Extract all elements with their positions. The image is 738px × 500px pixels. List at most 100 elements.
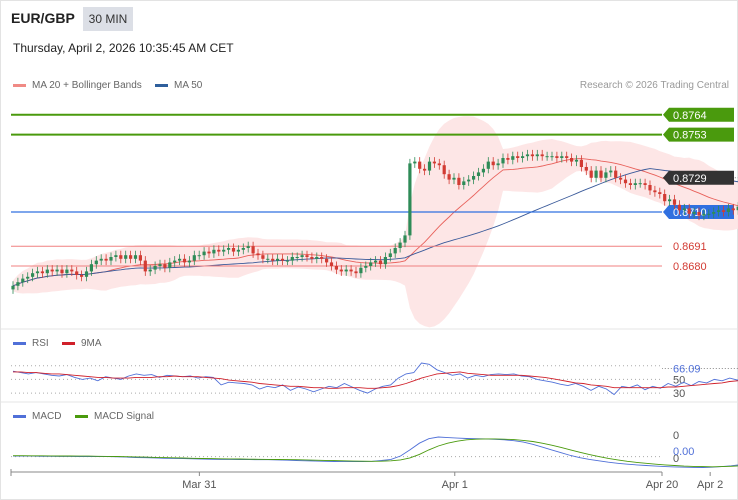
candle-body: [731, 208, 735, 211]
rsi-ma-line: [13, 371, 738, 389]
x-tick-label: Mar 31: [182, 479, 216, 491]
candle-body: [687, 208, 691, 214]
candle-body: [104, 258, 108, 261]
rsi-line: [12, 362, 738, 396]
candle-body: [94, 260, 98, 265]
candle-body: [138, 255, 142, 261]
macd-axis-label: 0: [673, 430, 679, 442]
timeframe-badge[interactable]: 30 MIN: [83, 7, 133, 31]
candle-body: [614, 170, 618, 178]
rsi-ma-swatch: [62, 342, 75, 345]
legend-macd-label: MACD: [32, 411, 62, 422]
candle-body: [496, 163, 500, 166]
candle-body: [633, 183, 637, 185]
candle-body: [251, 246, 255, 254]
candle-body: [692, 212, 696, 214]
candle-body: [609, 170, 613, 173]
candle-body: [555, 156, 559, 158]
candle-body: [114, 255, 118, 257]
candle-body: [168, 262, 172, 268]
candle-body: [408, 163, 412, 236]
candle-body: [315, 257, 319, 259]
candle-body: [153, 266, 157, 270]
candle-body: [418, 161, 422, 169]
bollinger-band: [13, 116, 738, 328]
candle-body: [658, 192, 662, 194]
candle-body: [427, 161, 432, 171]
ma50-swatch: [155, 84, 168, 87]
legend-ma50: MA 50: [155, 80, 202, 91]
candle-body: [60, 269, 64, 274]
candle-body: [143, 260, 147, 272]
candle-body: [50, 269, 54, 272]
candle-body: [462, 181, 466, 185]
candle-body: [707, 213, 711, 215]
candle-body: [285, 260, 289, 262]
candle-body: [672, 199, 677, 205]
minor-level-label: 0.8691: [673, 241, 707, 253]
x-tick-label: Apr 20: [646, 479, 678, 491]
legend-ma50-label: MA 50: [174, 80, 203, 91]
current-price-tag: [663, 170, 734, 185]
candle-body: [535, 154, 539, 157]
candle-body: [423, 168, 427, 171]
candle-body: [501, 158, 505, 164]
candle-body: [442, 165, 446, 175]
candle-body: [437, 163, 441, 166]
candle-body: [521, 156, 525, 158]
candle-body: [334, 266, 338, 270]
candle-body: [325, 258, 329, 263]
candle-body: [310, 257, 314, 259]
candle-body: [628, 183, 632, 185]
candle-body: [212, 249, 216, 254]
candle-body: [236, 249, 240, 252]
candle-body: [388, 253, 392, 257]
rsi-level-label: 50: [673, 374, 685, 386]
rsi-level-label: 30: [673, 388, 685, 400]
candle-body: [84, 271, 89, 277]
symbol-title: EUR/GBP: [11, 10, 75, 26]
candle-body: [11, 285, 15, 290]
candle-body: [129, 255, 133, 259]
candle-body: [447, 174, 451, 180]
candle-body: [192, 255, 196, 261]
candle-body: [75, 271, 79, 275]
candle-body: [643, 183, 647, 185]
candle-body: [222, 249, 226, 252]
candle-body: [158, 264, 162, 266]
candle-body: [721, 210, 726, 212]
candle-body: [295, 257, 299, 258]
minor-level-label: 0.8680: [673, 261, 707, 273]
candle-body: [574, 159, 579, 162]
candle-body: [148, 269, 152, 272]
candle-body: [736, 206, 738, 211]
candle-body: [124, 255, 128, 259]
macd-value-label: 0.00: [673, 446, 694, 458]
candle-body: [511, 156, 515, 160]
credit-label: Research © 2026 Trading Central: [579, 80, 729, 91]
candle-body: [663, 194, 667, 202]
candle-body: [99, 258, 103, 261]
candle-body: [398, 242, 402, 248]
candle-body: [472, 176, 476, 180]
candle-body: [45, 269, 49, 274]
datetime-label: Thursday, April 2, 2026 10:35:45 AM CET: [13, 41, 234, 55]
candle-body: [457, 177, 461, 185]
candle-body: [207, 251, 211, 254]
candle-body: [668, 199, 672, 202]
macd-signal-line: [13, 438, 738, 468]
macd-signal-swatch: [75, 415, 88, 418]
candle-body: [344, 269, 348, 272]
candle-body: [530, 154, 534, 157]
candle-body: [599, 170, 603, 178]
macd-swatch: [13, 415, 26, 418]
legend-macd-signal: MACD Signal: [75, 411, 154, 422]
candle-body: [349, 269, 353, 272]
candle-body: [246, 246, 250, 248]
resistance-tag: [663, 127, 734, 142]
candle-body: [65, 269, 69, 274]
candle-body: [378, 260, 383, 265]
candle-body: [70, 269, 74, 272]
candle-body: [40, 271, 44, 274]
